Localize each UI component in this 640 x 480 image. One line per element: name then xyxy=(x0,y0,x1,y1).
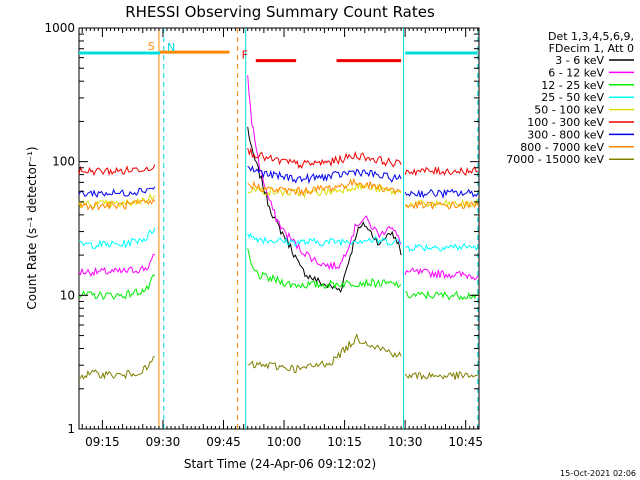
legend-entry-label: 7000 - 15000 keV xyxy=(506,153,604,166)
x-tick-label: 09:30 xyxy=(146,435,181,449)
series-line xyxy=(78,274,156,301)
x-tick-label: 10:00 xyxy=(267,435,302,449)
x-tick-label: 10:15 xyxy=(327,435,362,449)
x-axis-label: Start Time (24-Apr-06 09:12:02) xyxy=(184,457,376,471)
series-line xyxy=(247,165,402,185)
series-line xyxy=(78,198,156,211)
legend-entry-label: 800 - 7000 keV xyxy=(520,141,604,154)
legend-entry-label: 25 - 50 keV xyxy=(541,91,604,104)
series-line xyxy=(247,177,402,197)
series-line xyxy=(78,227,156,249)
flag-label: N xyxy=(167,41,175,54)
chart-title: RHESSI Observing Summary Count Rates xyxy=(125,3,435,21)
series-line xyxy=(405,242,479,252)
series-line xyxy=(247,333,402,374)
series-lines xyxy=(78,75,479,381)
series-line xyxy=(404,290,479,301)
y-axis-ticks: 1 10 100 1000 xyxy=(44,21,479,436)
series-line xyxy=(404,188,479,199)
legend-header: Det 1,3,4,5,6,9, xyxy=(548,30,634,43)
legend-entry-label: 12 - 25 keV xyxy=(541,79,604,92)
y-tick-label: 1 xyxy=(67,422,75,436)
x-tick-label: 09:45 xyxy=(206,435,241,449)
series-line xyxy=(404,166,479,177)
footer-timestamp: 15-Oct-2021 02:06 xyxy=(560,469,636,478)
series-line xyxy=(405,200,479,210)
series-line xyxy=(247,248,402,290)
series-line xyxy=(247,126,402,294)
legend-header: FDecim 1, Att 0 xyxy=(549,42,634,55)
series-line xyxy=(78,186,156,199)
y-tick-label: 100 xyxy=(52,155,75,169)
series-line xyxy=(247,75,402,271)
x-tick-label: 09:15 xyxy=(85,435,120,449)
series-line xyxy=(404,199,479,209)
flag-label: S xyxy=(148,40,155,53)
series-line xyxy=(78,253,156,277)
series-line xyxy=(247,147,402,169)
flag-label: F xyxy=(242,49,248,62)
series-line xyxy=(404,371,478,381)
legend-entry-label: 3 - 6 keV xyxy=(555,54,604,67)
plot-frame xyxy=(78,27,480,430)
time-markers xyxy=(158,28,479,429)
y-tick-label: 1000 xyxy=(44,21,75,35)
x-tick-label: 10:30 xyxy=(388,435,423,449)
legend: Det 1,3,4,5,6,9,FDecim 1, Att 03 - 6 keV… xyxy=(506,30,634,166)
series-line xyxy=(247,232,402,248)
flag-bars: S N F xyxy=(79,40,478,63)
legend-entry-label: 100 - 300 keV xyxy=(527,116,604,129)
legend-entry-label: 50 - 100 keV xyxy=(534,104,604,117)
y-axis-label: Count Rate (s⁻¹ detector⁻¹) xyxy=(25,146,39,309)
series-line xyxy=(404,267,479,281)
legend-entry-label: 300 - 800 keV xyxy=(527,128,604,141)
y-tick-label: 10 xyxy=(60,288,75,302)
x-tick-label: 10:45 xyxy=(448,435,483,449)
series-line xyxy=(78,164,156,177)
series-line xyxy=(78,355,156,380)
x-axis-ticks: 09:15 09:30 09:45 10:00 10:15 10:30 10:45 xyxy=(81,28,483,449)
legend-entry-label: 6 - 12 keV xyxy=(548,66,604,79)
